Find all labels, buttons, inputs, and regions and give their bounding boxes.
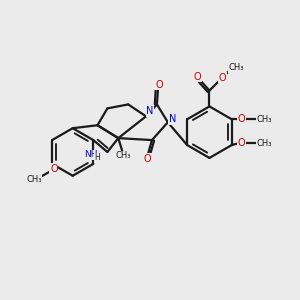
Text: O: O xyxy=(218,73,226,83)
Text: H: H xyxy=(94,153,100,162)
Text: O: O xyxy=(237,114,245,124)
Text: CH₃: CH₃ xyxy=(256,115,272,124)
Text: CH₃: CH₃ xyxy=(228,63,244,72)
Text: CH₃: CH₃ xyxy=(116,152,131,160)
Text: O: O xyxy=(237,138,245,148)
Text: O: O xyxy=(155,80,163,90)
Text: CH₃: CH₃ xyxy=(26,175,42,184)
Text: N: N xyxy=(169,114,176,124)
Text: O: O xyxy=(143,154,151,164)
Text: O: O xyxy=(194,72,201,82)
Text: NH: NH xyxy=(84,151,97,160)
Text: O: O xyxy=(50,164,58,174)
Text: N: N xyxy=(146,106,154,116)
Text: CH₃: CH₃ xyxy=(256,139,272,148)
